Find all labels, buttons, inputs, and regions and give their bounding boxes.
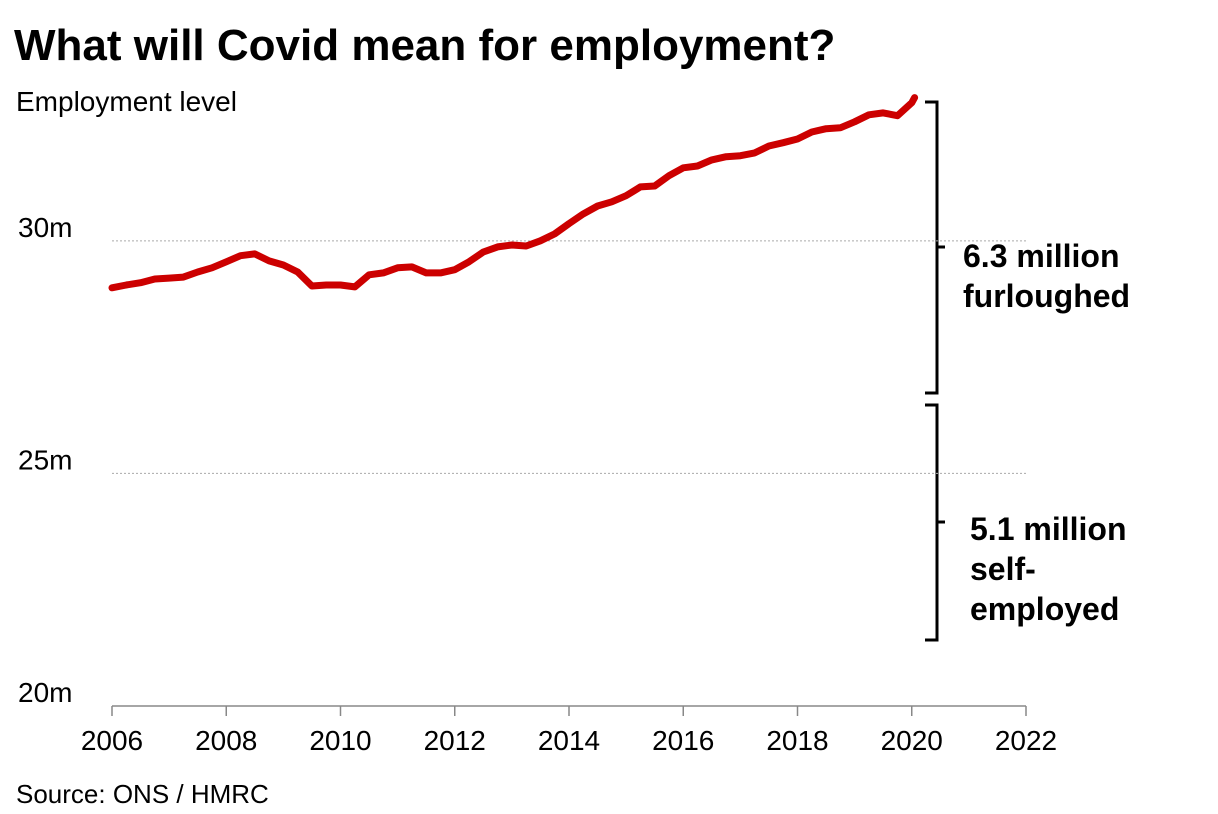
series-line (108, 94, 919, 292)
x-tick-label: 2008 (195, 725, 257, 756)
subtitle: Employment level (16, 86, 237, 117)
y-tick-label: 25m (18, 444, 72, 475)
annotation: furloughed (963, 278, 1130, 314)
source: Source: ONS / HMRC (16, 779, 269, 809)
x-tick-label: 2016 (652, 725, 714, 756)
x-tick-label: 2010 (309, 725, 371, 756)
x-tick-label: 2022 (995, 725, 1057, 756)
x-tick-label: 2012 (424, 725, 486, 756)
bracket-furloughed (925, 100, 945, 395)
y-tick-label: 20m (18, 677, 72, 708)
y-tick-label: 30m (18, 212, 72, 243)
annotation: employed (970, 591, 1119, 627)
brackets (925, 100, 945, 642)
annotation: 6.3 million (963, 238, 1119, 274)
x-tick-label: 2020 (881, 725, 943, 756)
x-tick-label: 2006 (81, 725, 143, 756)
x-tick-label: 2018 (766, 725, 828, 756)
chart-title: What will Covid mean for employment? (14, 21, 835, 70)
annotation: 5.1 million (970, 511, 1126, 547)
annotation: self- (970, 551, 1036, 587)
x-tick-label: 2014 (538, 725, 600, 756)
bracket-self-employed (925, 403, 945, 642)
